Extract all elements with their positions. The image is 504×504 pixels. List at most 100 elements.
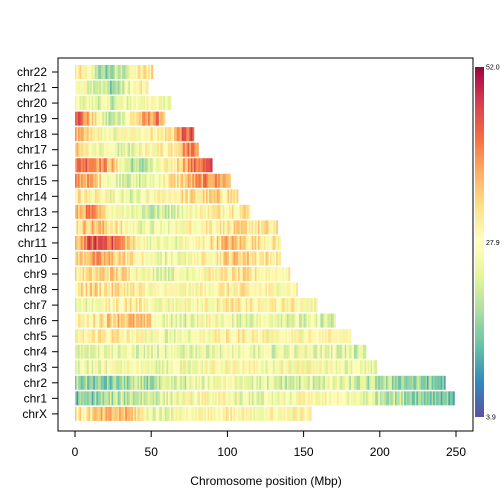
bin bbox=[414, 391, 417, 406]
bin bbox=[119, 282, 122, 297]
bin bbox=[189, 391, 192, 406]
bin bbox=[352, 360, 355, 375]
bin bbox=[107, 127, 109, 142]
bin bbox=[143, 375, 146, 390]
bin bbox=[90, 298, 93, 313]
bin bbox=[157, 111, 160, 126]
bin bbox=[132, 344, 135, 359]
bin bbox=[379, 391, 382, 406]
bin bbox=[282, 344, 285, 359]
bin bbox=[236, 391, 239, 406]
bin bbox=[306, 406, 309, 421]
bin bbox=[434, 375, 437, 390]
bin bbox=[94, 267, 97, 282]
bin bbox=[114, 111, 117, 126]
bin bbox=[129, 173, 132, 188]
bin bbox=[332, 375, 335, 390]
bin bbox=[186, 406, 189, 421]
bin bbox=[166, 173, 169, 188]
bin bbox=[143, 251, 146, 266]
bin bbox=[308, 391, 311, 406]
bin bbox=[99, 111, 102, 126]
bin bbox=[193, 235, 196, 250]
bin bbox=[398, 375, 400, 390]
bin bbox=[177, 235, 179, 250]
bin bbox=[96, 251, 99, 266]
bin bbox=[270, 235, 272, 250]
bin bbox=[175, 313, 178, 328]
bin bbox=[105, 80, 108, 95]
bin bbox=[113, 96, 115, 111]
bin bbox=[94, 65, 97, 79]
bin bbox=[181, 329, 184, 344]
bin bbox=[96, 189, 99, 204]
bin bbox=[183, 313, 186, 328]
bin bbox=[105, 391, 108, 406]
bin bbox=[125, 111, 128, 126]
bin bbox=[169, 173, 172, 188]
bin bbox=[277, 344, 280, 359]
bin bbox=[196, 220, 199, 235]
bin bbox=[212, 375, 215, 390]
bin bbox=[171, 313, 173, 328]
bin bbox=[122, 65, 125, 79]
bin bbox=[199, 235, 202, 250]
bin bbox=[384, 375, 387, 390]
bin bbox=[76, 406, 79, 421]
bin bbox=[323, 344, 326, 359]
bin bbox=[247, 220, 250, 235]
bin bbox=[151, 406, 154, 421]
bin bbox=[259, 344, 262, 359]
bin bbox=[145, 111, 147, 126]
bin bbox=[337, 375, 339, 390]
bin bbox=[126, 375, 129, 390]
bin bbox=[248, 313, 251, 328]
bin bbox=[155, 235, 158, 250]
bin bbox=[353, 360, 356, 375]
bin bbox=[99, 282, 102, 297]
bin bbox=[260, 344, 263, 359]
bin bbox=[114, 173, 117, 188]
bin bbox=[201, 158, 204, 173]
bin bbox=[96, 375, 99, 390]
bin bbox=[177, 204, 179, 219]
bin bbox=[209, 158, 211, 173]
bin bbox=[93, 127, 96, 142]
bin bbox=[103, 96, 106, 111]
bin bbox=[142, 65, 144, 79]
bin bbox=[119, 127, 122, 142]
bin bbox=[195, 189, 198, 204]
bin bbox=[206, 406, 208, 421]
bin bbox=[242, 344, 245, 359]
bin bbox=[93, 111, 96, 126]
bin bbox=[93, 189, 96, 204]
bin bbox=[177, 189, 179, 204]
bin bbox=[222, 282, 225, 297]
bin bbox=[419, 375, 422, 390]
bin bbox=[196, 173, 199, 188]
bin bbox=[90, 142, 93, 157]
bin bbox=[105, 142, 108, 157]
bin bbox=[235, 251, 237, 266]
bin bbox=[285, 391, 288, 406]
bin bbox=[107, 267, 109, 282]
bin bbox=[222, 173, 225, 188]
bin bbox=[174, 344, 176, 359]
bin bbox=[140, 65, 143, 79]
bin bbox=[145, 391, 147, 406]
bin bbox=[97, 80, 100, 95]
bin bbox=[119, 173, 122, 188]
bin bbox=[193, 391, 196, 406]
bin bbox=[184, 267, 187, 282]
bin bbox=[132, 220, 135, 235]
bin bbox=[445, 391, 448, 406]
bin bbox=[125, 375, 128, 390]
bin bbox=[114, 189, 117, 204]
bin bbox=[256, 267, 259, 282]
bin bbox=[166, 391, 169, 406]
bin bbox=[152, 282, 155, 297]
bin bbox=[259, 267, 262, 282]
bin bbox=[238, 251, 240, 266]
bin bbox=[256, 298, 259, 313]
bin bbox=[187, 391, 190, 406]
